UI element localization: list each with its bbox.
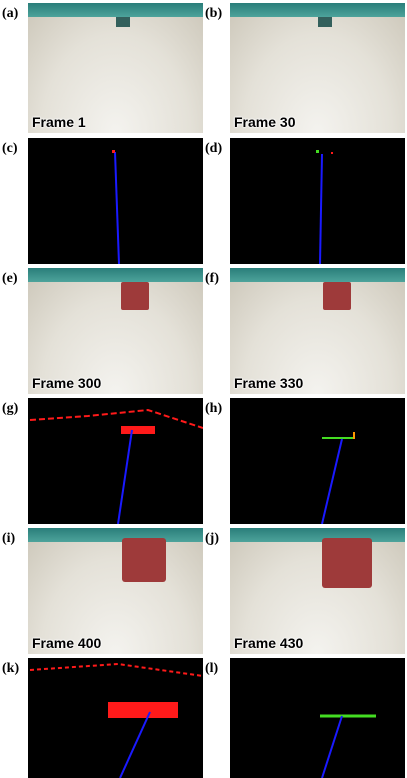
frame-label: Frame 430	[234, 635, 304, 651]
panel-label-j: (j)	[205, 531, 219, 546]
frame-label: Frame 400	[32, 635, 102, 651]
panel-label-k: (k)	[2, 661, 20, 676]
vehicle-image	[116, 17, 130, 27]
frame-label: Frame 30	[234, 114, 296, 130]
detection-mask-d	[230, 138, 405, 264]
frame-label: Frame 1	[32, 114, 86, 130]
panel-label-d: (d)	[205, 141, 223, 156]
vehicle-image	[322, 538, 372, 588]
frame-label: Frame 300	[32, 375, 102, 391]
panel-label-h: (h)	[205, 401, 223, 416]
vehicle-image	[318, 17, 332, 27]
panel-label-g: (g)	[2, 401, 19, 416]
panel-label-f: (f)	[205, 271, 219, 286]
camera-frame-400: Frame 400	[28, 528, 203, 654]
detection-mask-h	[230, 398, 405, 524]
panel-label-e: (e)	[2, 271, 18, 286]
panel-label-b: (b)	[205, 6, 223, 21]
frame-label: Frame 330	[234, 375, 304, 391]
camera-frame-300: Frame 300	[28, 268, 203, 394]
panel-label-l: (l)	[205, 661, 219, 676]
camera-frame-430: Frame 430	[230, 528, 405, 654]
detection-mask-g	[28, 398, 203, 524]
panel-label-a: (a)	[2, 6, 19, 21]
vehicle-image	[122, 538, 166, 582]
detection-mask-k	[28, 658, 203, 778]
panel-label-c: (c)	[2, 141, 18, 156]
panel-label-i: (i)	[2, 531, 16, 546]
vehicle-image	[323, 282, 351, 310]
detection-mask-c	[28, 138, 203, 264]
camera-frame-30: Frame 30	[230, 3, 405, 133]
camera-frame-330: Frame 330	[230, 268, 405, 394]
vehicle-image	[121, 282, 149, 310]
detection-mask-l	[230, 658, 405, 778]
camera-frame-1: Frame 1	[28, 3, 203, 133]
